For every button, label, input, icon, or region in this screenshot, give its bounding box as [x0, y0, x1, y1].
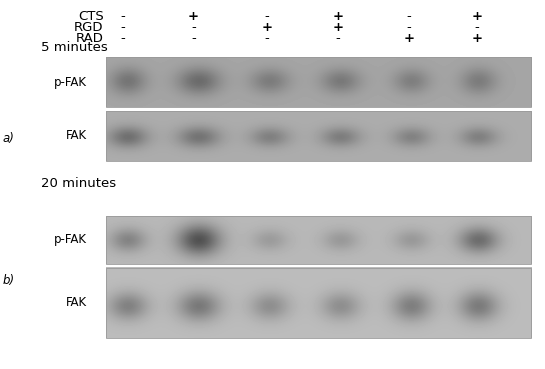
Text: -: - [475, 21, 479, 34]
Bar [106, 57, 531, 107]
Text: +: + [471, 10, 482, 23]
Text: -: - [407, 10, 411, 23]
Bar [106, 216, 531, 264]
Text: +: + [262, 21, 272, 34]
Text: -: - [336, 32, 340, 45]
Text: +: + [403, 32, 414, 45]
Text: p-FAK: p-FAK [54, 76, 87, 89]
Text: 20 minutes: 20 minutes [41, 177, 116, 190]
Text: +: + [188, 10, 199, 23]
Text: a): a) [3, 132, 15, 145]
Text: RAD: RAD [76, 32, 104, 45]
Text: 5 minutes: 5 minutes [41, 41, 107, 54]
Text: FAK: FAK [66, 296, 87, 309]
Text: +: + [471, 32, 482, 45]
Text: +: + [332, 21, 343, 34]
Text: -: - [120, 32, 125, 45]
Text: -: - [191, 21, 196, 34]
Text: FAK: FAK [66, 129, 87, 142]
Text: +: + [332, 10, 343, 23]
Text: -: - [407, 21, 411, 34]
Text: -: - [120, 10, 125, 23]
Text: -: - [265, 32, 269, 45]
Text: p-FAK: p-FAK [54, 233, 87, 246]
Text: b): b) [3, 274, 15, 287]
Text: -: - [120, 21, 125, 34]
Bar [106, 268, 531, 338]
Text: CTS: CTS [78, 10, 104, 23]
Text: RGD: RGD [74, 21, 104, 34]
Text: -: - [265, 10, 269, 23]
Bar [106, 111, 531, 161]
Text: -: - [191, 32, 196, 45]
